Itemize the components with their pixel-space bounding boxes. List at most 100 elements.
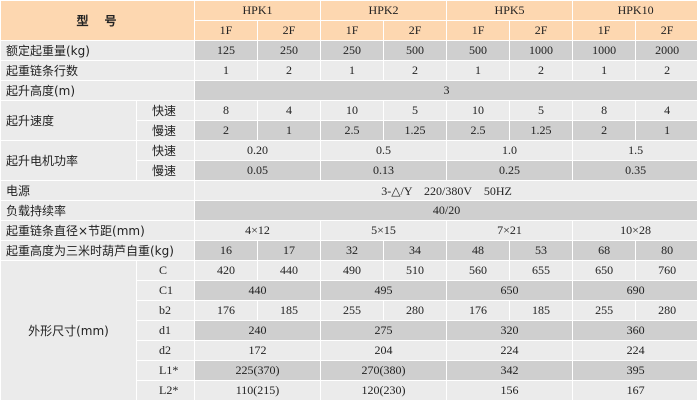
table-row: 起升高度(m) 3 [0, 80, 697, 101]
table-cell: 0.5 [320, 140, 448, 161]
row-label: 外形尺寸(mm) [0, 260, 137, 401]
table-cell: 255 [572, 300, 637, 321]
table-cell: 1 [635, 120, 697, 141]
row-label: 额定起重量(kg) [0, 40, 196, 61]
table-cell: 5×15 [320, 220, 448, 241]
table-cell: 53 [509, 240, 574, 261]
variant-header-row: 1F 2F 1F 2F 1F 2F 1F 2F [1, 20, 697, 41]
table-cell: 250 [320, 40, 385, 61]
model-header-title: 型 号 [0, 0, 196, 41]
table-cell: 185 [257, 300, 322, 321]
table-row: d1 240 275 320 360 [1, 320, 697, 341]
row-sublabel: d2 [135, 340, 196, 361]
table-cell: 125 [194, 40, 259, 61]
table-body: 额定起重量(kg) 125 250 250 500 500 1000 1000 2000 起重链条… [0, 40, 697, 401]
variant-header: 1F [320, 20, 385, 41]
model-hpk2: HPK2 [320, 0, 448, 21]
table-row: 慢速 2 1 2.5 1.25 2.5 1.25 2 1 [1, 120, 697, 141]
table-cell: 176 [446, 300, 511, 321]
table-cell: 2 [194, 120, 259, 141]
table-cell: 80 [635, 240, 697, 261]
variant-header: 2F [509, 20, 574, 41]
table-cell: 1 [572, 60, 637, 81]
table-cell: 440 [257, 260, 322, 281]
table-cell: 420 [194, 260, 259, 281]
table-cell: 1000 [572, 40, 637, 61]
row-sublabel: 快速 [135, 100, 196, 121]
variant-header: 1F [446, 20, 511, 41]
table-cell: 176 [194, 300, 259, 321]
row-label: 起重高度为三米时葫芦自重(kg) [0, 240, 196, 261]
table-cell: 48 [446, 240, 511, 261]
variant-header: 1F [572, 20, 637, 41]
table-cell: 4 [257, 100, 322, 121]
table-cell: 224 [446, 340, 574, 361]
table-cell: 2.5 [320, 120, 385, 141]
variant-header: 2F [635, 20, 697, 41]
table-row: 外形尺寸(mm) C 420 440 490 510 560 655 650 760 [0, 260, 697, 401]
table-cell: 500 [383, 40, 448, 61]
table-cell: 110(215) [194, 380, 322, 401]
table-cell: 320 [446, 320, 574, 341]
table-cell: 655 [509, 260, 574, 281]
table-cell: 560 [446, 260, 511, 281]
row-sublabel: 慢速 [135, 120, 196, 141]
row-sublabel: 快速 [135, 140, 196, 161]
table-cell: 760 [635, 260, 697, 281]
table-cell: 2 [509, 60, 574, 81]
table-cell: 1.0 [446, 140, 574, 161]
table-cell: 167 [572, 380, 697, 401]
row-sublabel: L2* [135, 380, 196, 401]
table-cell: 10×28 [572, 220, 697, 241]
table-cell: 0.25 [446, 160, 574, 181]
table-row: L1* 225(370) 270(380) 342 395 [1, 360, 697, 381]
row-sublabel: d1 [135, 320, 196, 341]
row-label: 起升速度 [0, 100, 137, 141]
table-cell: 1 [194, 60, 259, 81]
table-cell: 2 [257, 60, 322, 81]
table-cell: 2000 [635, 40, 697, 61]
table-cell: 5 [509, 100, 574, 121]
row-sublabel: C1 [135, 280, 196, 301]
table-cell: 280 [635, 300, 697, 321]
row-label: 电源 [0, 180, 196, 201]
variant-header: 1F [194, 20, 259, 41]
table-cell: 225(370) [194, 360, 322, 381]
table-cell: 342 [446, 360, 574, 381]
table-cell: 17 [257, 240, 322, 261]
variant-header: 2F [257, 20, 322, 41]
table-cell: 10 [320, 100, 385, 121]
table-cell: 495 [320, 280, 448, 301]
table-cell: 2 [572, 120, 637, 141]
table-cell: 490 [320, 260, 385, 281]
table-cell: 2.5 [446, 120, 511, 141]
specification-table: 型 号 HPK1 HPK2 HPK5 HPK10 1F 2F 1F 2F 1F … [0, 0, 697, 401]
table-cell: 1 [257, 120, 322, 141]
table-cell: 0.05 [194, 160, 322, 181]
table-row: 起重链条行数 1 2 1 2 1 2 1 2 [0, 60, 697, 81]
row-label: 负载持续率 [0, 200, 196, 221]
table-cell: 156 [446, 380, 574, 401]
row-sublabel: b2 [135, 300, 196, 321]
table-cell: 1 [446, 60, 511, 81]
table-cell: 360 [572, 320, 697, 341]
table-cell: 240 [194, 320, 322, 341]
row-label: 起升高度(m) [0, 80, 196, 101]
model-hpk10: HPK10 [572, 0, 697, 21]
table-cell: 250 [257, 40, 322, 61]
table-row: b2 176 185 255 280 176 185 255 280 [1, 300, 697, 321]
table-cell: 5 [383, 100, 448, 121]
table-cell: 440 [194, 280, 322, 301]
table-cell: 32 [320, 240, 385, 261]
table-row: 电源 3-△/Y 220/380V 50HZ [0, 180, 697, 201]
table-row: 额定起重量(kg) 125 250 250 500 500 1000 1000 2000 [0, 40, 697, 61]
table-cell: 650 [572, 260, 637, 281]
table-cell: 395 [572, 360, 697, 381]
table-cell: 68 [572, 240, 637, 261]
table-row: 起重高度为三米时葫芦自重(kg) 16 17 32 34 48 53 68 80 [0, 240, 697, 261]
table-row: 负载持续率 40/20 [0, 200, 697, 221]
table-cell: 10 [446, 100, 511, 121]
table-row: L2* 110(215) 120(230) 156 167 [1, 380, 697, 401]
table-cell: 1000 [509, 40, 574, 61]
table-cell: 1 [320, 60, 385, 81]
